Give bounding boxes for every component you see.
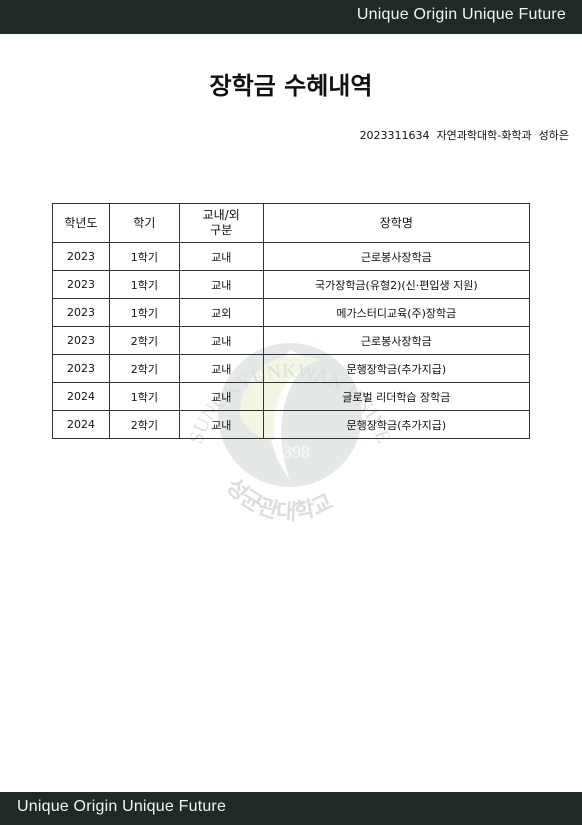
cell-type: 교내 [178,326,264,355]
cell-semester: 2학기 [108,326,180,355]
seal-year: 1398 [274,442,310,462]
cell-year: 2024 [52,410,110,439]
cell-year: 2024 [52,382,110,411]
cell-scholarship: 국가장학금(유형2)(신·편입생 지원) [262,270,531,299]
table-row: 2024 1학기 교내 글로벌 리더학습 장학금 [52,382,531,411]
cell-scholarship: 근로봉사장학금 [262,326,531,355]
table-row: 2023 2학기 교내 근로봉사장학금 [52,326,531,355]
col-header-type: 교내/외 구분 [178,203,264,243]
cell-scholarship: 글로벌 리더학습 장학금 [262,382,531,411]
footer-tagline: Unique Origin Unique Future [17,798,227,815]
col-header-type-label: 교내/외 구분 [202,208,240,237]
table-row: 2023 1학기 교내 근로봉사장학금 [52,242,531,271]
table-row: 2023 1학기 교내 국가장학금(유형2)(신·편입생 지원) [52,270,531,299]
col-header-scholarship: 장학명 [262,203,531,243]
cell-year: 2023 [52,354,110,383]
cell-type: 교내 [178,242,264,271]
student-info: 2023311634 자연과학대학-화학과 성하은 [360,127,569,143]
cell-type: 교내 [178,382,264,411]
cell-semester: 2학기 [108,354,180,383]
cell-semester: 1학기 [108,382,180,411]
cell-scholarship: 메가스터디교육(주)장학금 [262,298,531,327]
cell-semester: 1학기 [108,270,180,299]
top-banner: Unique Origin Unique Future [0,0,582,34]
student-id: 2023311634 [359,129,430,142]
cell-scholarship: 근로봉사장학금 [262,242,531,271]
table-row: 2023 1학기 교외 메가스터디교육(주)장학금 [52,298,531,327]
department: 자연과학대학-화학과 [436,129,532,142]
cell-semester: 2학기 [108,410,180,439]
document-title: 장학금 수혜내역 [209,72,373,100]
cell-type: 교외 [178,298,264,327]
bottom-banner: Unique Origin Unique Future [0,792,582,825]
table-row: 2023 2학기 교내 문행장학금(추가지급) [52,354,531,383]
col-header-semester: 학기 [108,203,180,243]
cell-semester: 1학기 [108,242,180,271]
cell-year: 2023 [52,326,110,355]
cell-type: 교내 [178,410,264,439]
cell-type: 교내 [178,354,264,383]
cell-scholarship: 문행장학금(추가지급) [262,354,531,383]
cell-scholarship: 문행장학금(추가지급) [262,410,531,439]
table-header-row: 학년도 학기 교내/외 구분 장학명 [52,203,531,243]
cell-semester: 1학기 [108,298,180,327]
table-row: 2024 2학기 교내 문행장학금(추가지급) [52,410,531,439]
cell-year: 2023 [52,270,110,299]
student-name: 성하은 [538,129,569,142]
cell-year: 2023 [52,298,110,327]
cell-year: 2023 [52,242,110,271]
col-header-year: 학년도 [52,203,110,243]
header-tagline: Unique Origin Unique Future [356,6,566,23]
cell-type: 교내 [178,270,264,299]
scholarship-table: 학년도 학기 교내/외 구분 장학명 2023 1학기 교내 근로봉사장학금 2… [52,203,531,439]
